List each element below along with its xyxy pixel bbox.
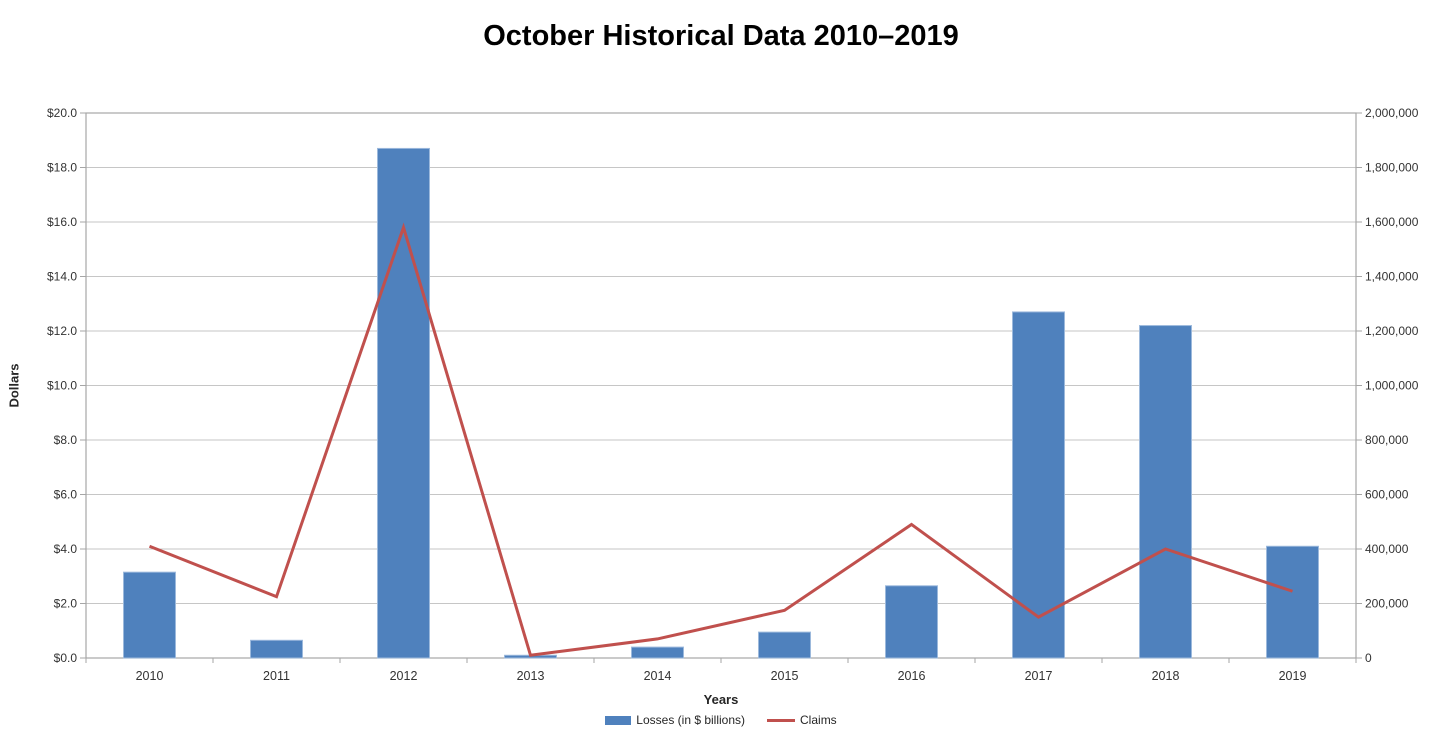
left-axis-tick-label: $20.0 [47, 106, 77, 120]
claims-legend-label: Claims [800, 713, 837, 727]
right-axis-tick-label: 400,000 [1365, 542, 1409, 556]
losses-bar-2017 [1012, 311, 1065, 659]
left-axis-tick-label: $10.0 [47, 379, 77, 393]
losses-bar-2011 [250, 639, 303, 659]
losses-bar-2015 [758, 631, 811, 659]
losses-legend-label: Losses (in $ billions) [636, 713, 746, 727]
legend-item-claims: Claims [767, 713, 837, 727]
losses-bar-2016 [885, 585, 938, 659]
right-axis-tick-label: 1,600,000 [1365, 215, 1419, 229]
x-axis-category-label: 2013 [517, 669, 545, 683]
right-axis-tick-label: 0 [1365, 651, 1372, 665]
right-axis-tick-label: 200,000 [1365, 597, 1409, 611]
left-axis-tick-label: $8.0 [54, 433, 78, 447]
x-axis-category-label: 2016 [898, 669, 926, 683]
x-axis-category-label: 2019 [1279, 669, 1307, 683]
left-axis-tick-label: $14.0 [47, 270, 77, 284]
losses-bar-2018 [1139, 325, 1192, 659]
right-axis-tick-label: 1,000,000 [1365, 379, 1419, 393]
x-axis-category-label: 2011 [263, 669, 290, 683]
left-axis-tick-label: $2.0 [54, 597, 78, 611]
x-axis-category-label: 2015 [771, 669, 799, 683]
right-axis-tick-label: 600,000 [1365, 488, 1409, 502]
left-axis-tick-label: $16.0 [47, 215, 77, 229]
x-axis-category-label: 2018 [1152, 669, 1180, 683]
claims-line [148, 222, 1293, 657]
losses-bar-2012 [377, 147, 430, 659]
x-axis-category-label: 2014 [644, 669, 672, 683]
chart-legend: Losses (in $ billions) Claims [0, 713, 1442, 727]
losses-bar-2019 [1266, 545, 1319, 659]
left-axis-title: Dollars [6, 363, 22, 408]
right-axis-tick-label: 1,400,000 [1365, 270, 1419, 284]
right-axis-tick-label: 800,000 [1365, 433, 1409, 447]
right-axis-tick-label: 1,800,000 [1365, 161, 1419, 175]
losses-bar-2014 [631, 646, 684, 659]
x-axis-category-label: 2012 [390, 669, 418, 683]
left-axis-tick-label: $18.0 [47, 161, 77, 175]
left-axis-tick-label: $4.0 [54, 542, 78, 556]
x-axis-category-label: 2010 [136, 669, 164, 683]
x-axis-category-label: 2017 [1025, 669, 1053, 683]
right-axis-tick-label: 1,200,000 [1365, 324, 1419, 338]
losses-bar-2010 [123, 571, 176, 659]
losses-legend-swatch-icon [605, 715, 632, 725]
left-axis-tick-label: $12.0 [47, 324, 77, 338]
legend-item-losses: Losses (in $ billions) [605, 713, 745, 727]
x-axis-title: Years [703, 692, 739, 707]
claims-legend-swatch-icon [767, 718, 796, 722]
chart-title: October Historical Data 2010–2019 [483, 20, 959, 52]
left-axis-tick-label: $0.0 [54, 651, 78, 665]
right-axis-tick-label: 2,000,000 [1365, 106, 1419, 120]
left-axis-tick-label: $6.0 [54, 488, 78, 502]
